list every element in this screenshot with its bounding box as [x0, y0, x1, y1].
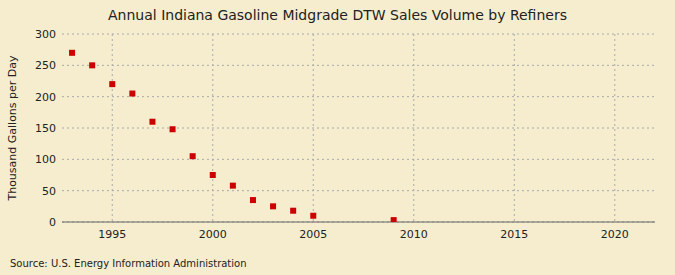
title: Annual Indiana Gasoline Midgrade DTW Sal… [108, 7, 567, 23]
y-tick-label: 50 [42, 185, 56, 198]
point: 2000: 75 [210, 172, 216, 178]
y-grid-line [62, 65, 655, 66]
x-tick-label: 1995 [98, 228, 126, 241]
x-grid-line [413, 34, 414, 222]
grid [62, 34, 655, 222]
x-tick-label: 2000 [199, 228, 227, 241]
x-tick-label: 2020 [601, 228, 629, 241]
y-grid-line [62, 190, 655, 191]
y-grid-line [62, 96, 655, 97]
y-tick-label: 150 [35, 122, 56, 135]
point: 2003: 25 [270, 203, 276, 209]
y-tick-label: 300 [35, 28, 56, 41]
chart-container: Annual Indiana Gasoline Midgrade DTW Sal… [0, 0, 675, 275]
x-grid-line [313, 34, 314, 222]
points: 1993: 270 1994: 250 1995: 220 1996: 205 1997… [69, 50, 397, 222]
point: 1994: 250 [89, 62, 95, 68]
point: 1993: 270 [69, 50, 75, 56]
point: 2004: 18 [290, 208, 296, 214]
x-tick-label: 2005 [299, 228, 327, 241]
y-axis-label: Thousand Gallons per Day [6, 55, 19, 202]
x-grid-line [614, 34, 615, 222]
y-tick-label: 100 [35, 153, 56, 166]
x-tick-label: 2010 [400, 228, 428, 241]
y-tick-label: 200 [35, 91, 56, 104]
y-tick-label: 250 [35, 59, 56, 72]
point: 2009: 3 [391, 217, 397, 222]
point: 2005: 10 [310, 213, 316, 219]
point: 1997: 160 [149, 119, 155, 125]
point: 1996: 205 [129, 91, 135, 97]
point: 1995: 220 [109, 81, 115, 87]
point: 2001: 58 [230, 183, 236, 189]
source-note: Source: U.S. Energy Information Administ… [10, 258, 247, 269]
x-tick-label: 2015 [500, 228, 528, 241]
axes: 0 50 100 150 200 250 300 1995 2000 2005 2010 2015 20… [35, 28, 655, 241]
y-tick-label: 0 [49, 216, 56, 229]
chart-svg: Annual Indiana Gasoline Midgrade DTW Sal… [0, 0, 675, 275]
point: 2002: 35 [250, 197, 256, 203]
x-grid-line [514, 34, 515, 222]
y-grid-line [62, 128, 655, 129]
y-grid-line [62, 222, 655, 223]
y-grid-line [62, 34, 655, 35]
y-grid-line [62, 159, 655, 160]
x-grid-line [212, 34, 213, 222]
point: 1999: 105 [190, 153, 196, 159]
x-axis-line [62, 222, 655, 223]
point: 1998: 148 [170, 126, 176, 132]
x-grid-line [112, 34, 113, 222]
